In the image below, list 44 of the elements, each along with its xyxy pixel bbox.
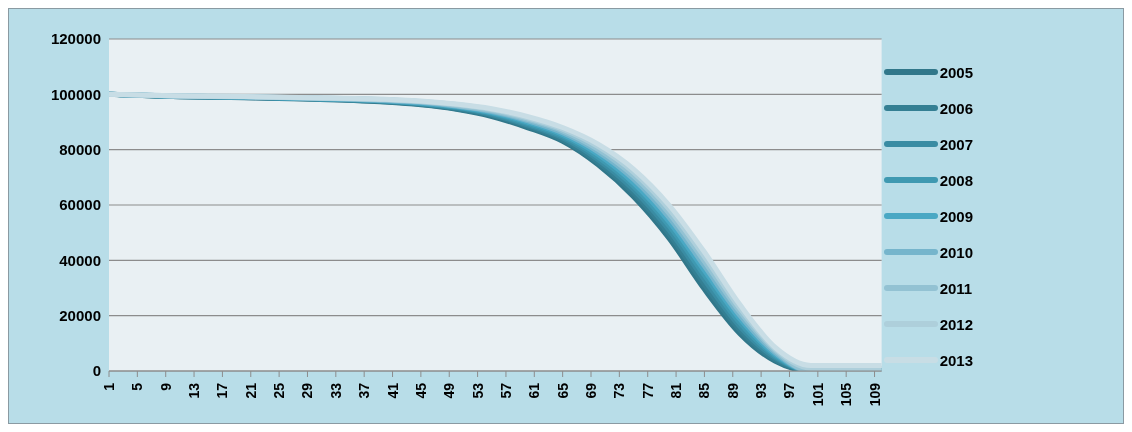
y-tick-label: 0 [92,362,101,380]
x-tick-label: 17 [214,382,231,399]
y-tick-label: 80000 [59,140,101,158]
legend-label: 2011 [939,279,973,297]
x-tick-label: 13 [186,382,203,399]
legend-label: 2007 [939,135,973,153]
x-tick-label: 41 [384,382,401,399]
legend-label: 2006 [939,99,973,117]
x-tick-label: 69 [583,382,599,399]
x-tick-label: 29 [299,382,316,399]
x-tick-label: 49 [441,382,458,399]
x-tick-label: 97 [781,382,798,399]
x-tick-label: 53 [469,382,486,399]
y-tick-label: 120000 [50,30,101,48]
x-tick-label: 65 [554,382,571,399]
legend-label: 2009 [939,207,973,225]
x-tick-label: 9 [157,382,174,391]
x-tick-label: 105 [838,382,855,407]
x-tick-label: 73 [611,382,628,399]
x-tick-label: 25 [271,382,288,399]
legend-label: 2008 [939,171,973,189]
x-tick-label: 5 [129,382,146,391]
x-tick-label: 45 [412,382,429,399]
x-tick-label: 101 [809,382,826,407]
legend-label: 2013 [939,351,973,369]
legend-label: 2012 [939,315,973,333]
x-tick-label: 93 [753,382,770,399]
legend-label: 2005 [939,63,973,81]
x-tick-label: 81 [668,382,685,399]
y-tick-label: 60000 [59,196,101,214]
legend-label: 2010 [939,243,973,261]
x-tick-label: 1 [101,382,117,391]
y-tick-label: 40000 [59,251,101,269]
y-tick-label: 20000 [59,306,101,324]
y-tick-label: 100000 [50,85,101,103]
x-tick-label: 33 [327,382,344,399]
x-tick-label: 21 [242,382,259,399]
x-tick-label: 109 [866,382,883,407]
x-tick-label: 77 [639,382,656,399]
x-tick-label: 57 [497,382,514,399]
x-tick-label: 61 [526,382,543,399]
x-tick-label: 37 [356,382,373,399]
x-tick-label: 89 [724,382,741,399]
x-tick-label: 85 [696,382,713,399]
